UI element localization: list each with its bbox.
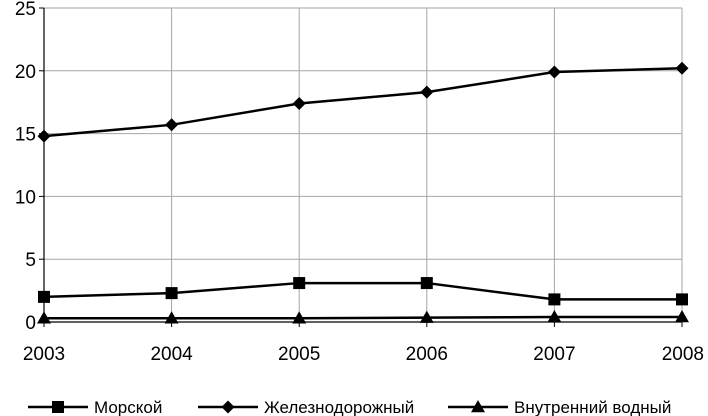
data-point-square: [420, 277, 433, 290]
y-tick-label: 20: [15, 62, 36, 83]
data-point-diamond: [547, 65, 561, 79]
legend-item: Железнодорожный: [198, 398, 414, 416]
legend-item: Внутренний водный: [448, 398, 671, 416]
data-point-triangle: [547, 309, 562, 323]
legend-marker-diamond: [221, 400, 235, 414]
data-point-square: [165, 287, 178, 300]
series-line: [43, 67, 683, 138]
data-point-diamond: [37, 129, 51, 143]
x-tick-label: 2005: [278, 344, 320, 365]
legend-item: Морской: [28, 398, 162, 416]
y-axis-ticks: 0 5 10 15 20 25: [15, 0, 44, 334]
legend: Морской Железнодорожный Внутренний водный: [28, 398, 671, 416]
data-point-triangle: [37, 311, 51, 324]
data-point-square: [548, 293, 561, 306]
data-point-square: [293, 277, 306, 290]
legend-marker-square: [52, 401, 64, 413]
y-tick-label: 0: [25, 313, 36, 334]
x-tick-label: 2004: [150, 344, 193, 365]
x-tick-label: 2006: [406, 344, 448, 365]
data-point-square: [38, 290, 50, 303]
legend-marker-triangle: [471, 400, 485, 413]
y-tick-label: 25: [15, 0, 36, 20]
x-axis-ticks: 2003 2004 2005 2006 2007 2008: [23, 322, 704, 365]
x-tick-label: 2008: [662, 344, 704, 365]
data-point-triangle: [675, 309, 689, 323]
data-point-triangle: [292, 311, 307, 324]
legend-label: Морской: [94, 398, 162, 416]
series-line: [43, 281, 682, 301]
legend-label: Внутренний водный: [514, 398, 671, 416]
y-tick-label: 5: [25, 250, 36, 271]
legend-label: Железнодорожный: [264, 398, 414, 416]
data-point-square: [676, 293, 688, 306]
series-diamond: [37, 61, 689, 143]
y-tick-label: 15: [15, 125, 36, 146]
y-tick-label: 10: [15, 187, 36, 208]
data-point-diamond: [165, 118, 179, 132]
series-square: [38, 277, 688, 306]
grid-lines: [43, 7, 683, 323]
series-triangle: [37, 309, 689, 324]
x-tick-label: 2007: [533, 344, 575, 365]
data-point-triangle: [419, 310, 434, 323]
series-line: [44, 315, 682, 320]
data-point-diamond: [675, 61, 689, 75]
data-point-triangle: [164, 311, 179, 324]
series-layer: [37, 61, 689, 324]
x-tick-label: 2003: [23, 344, 65, 365]
axes: [43, 8, 682, 323]
data-point-diamond: [292, 96, 306, 110]
data-point-diamond: [420, 85, 434, 99]
